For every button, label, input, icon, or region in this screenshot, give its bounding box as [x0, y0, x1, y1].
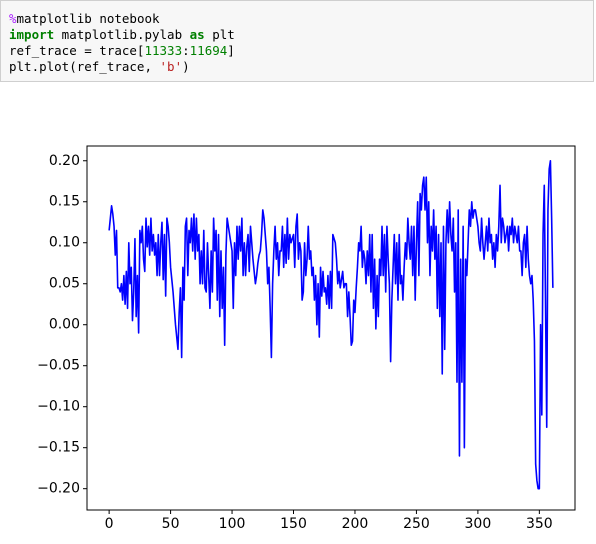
y-tick-label: −0.10	[37, 399, 80, 415]
number: 11333	[144, 43, 183, 58]
axes-frame	[86, 145, 576, 511]
code-text: )	[182, 59, 190, 74]
x-tick-label: 50	[162, 516, 180, 532]
number: 11694	[189, 43, 228, 58]
x-tick-label: 200	[342, 516, 369, 532]
keyword: as	[189, 27, 205, 42]
code-line: plt.plot(ref_trace, 'b')	[9, 59, 190, 75]
y-tick-label: 0.05	[49, 276, 80, 292]
y-tick-label: 0.15	[49, 194, 80, 210]
y-tick-label: −0.20	[37, 481, 80, 497]
x-tick-label: 100	[219, 516, 246, 532]
y-tick-label: 0.20	[49, 153, 80, 169]
x-tick-label: 250	[403, 516, 430, 532]
x-tick-label: 300	[465, 516, 492, 532]
code-text: plt.plot(ref_trace,	[9, 59, 160, 74]
code-cell[interactable]: %matplotlib notebook import matplotlib.p…	[0, 0, 594, 82]
keyword: import	[9, 27, 55, 42]
x-tick-label: 0	[105, 516, 114, 532]
x-tick-label: 350	[526, 516, 553, 532]
code-text: matplotlib.pylab	[54, 27, 190, 42]
code-text: matplotlib notebook	[16, 11, 160, 26]
y-tick-label: 0.10	[49, 235, 80, 251]
magic: %	[9, 11, 17, 26]
x-tick-label: 150	[280, 516, 307, 532]
code-text: :	[182, 43, 190, 58]
string: 'b'	[159, 59, 183, 74]
y-tick-label: −0.05	[37, 358, 80, 374]
code-text: plt	[204, 27, 235, 42]
code-line: ref_trace = trace[11333:11694]	[9, 43, 235, 59]
code-text: ]	[227, 43, 235, 58]
code-line: import matplotlib.pylab as plt	[9, 27, 235, 43]
y-tick-label: −0.15	[37, 440, 80, 456]
y-tick-label: 0.00	[49, 317, 80, 333]
data-line	[108, 159, 554, 490]
code-text: ref_trace = trace[	[9, 43, 145, 58]
code-line: %matplotlib notebook	[9, 11, 160, 27]
